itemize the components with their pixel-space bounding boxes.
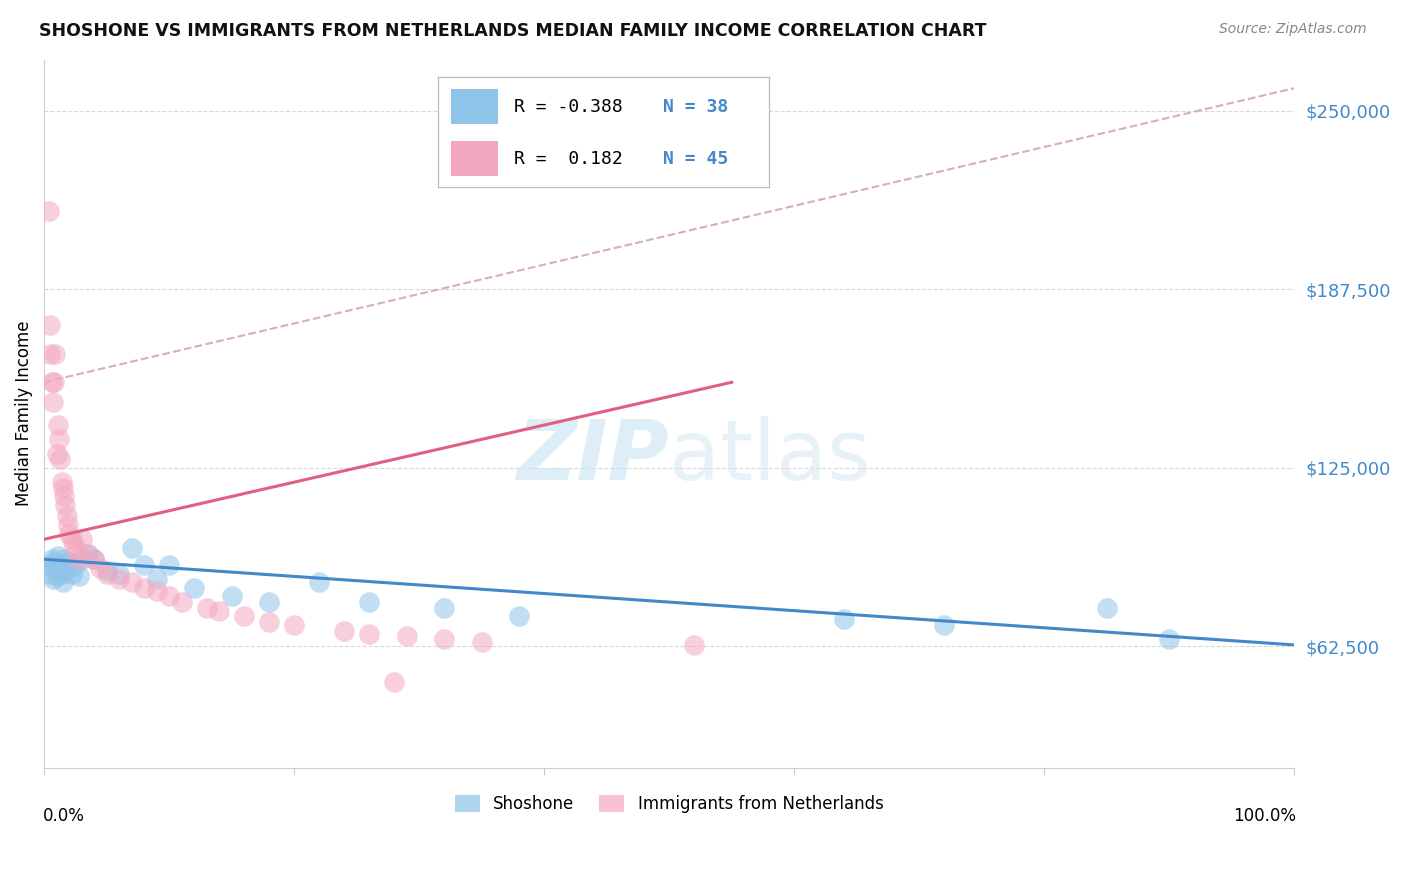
Point: [45, 569, 67, 583]
Point: [53, 490, 76, 504]
Point: [221, 590, 243, 604]
Legend: Shoshone, Immigrants from Netherlands: Shoshone, Immigrants from Netherlands: [449, 788, 890, 820]
Point: [433, 600, 456, 615]
Point: [49, 452, 72, 467]
Point: [170, 595, 193, 609]
Point: [508, 609, 530, 624]
Point: [63, 538, 86, 552]
Text: SHOSHONE VS IMMIGRANTS FROM NETHERLANDS MEDIAN FAMILY INCOME CORRELATION CHART: SHOSHONE VS IMMIGRANTS FROM NETHERLANDS …: [39, 22, 987, 40]
Point: [51, 566, 73, 581]
Text: ZIP: ZIP: [516, 416, 669, 497]
Point: [42, 555, 65, 569]
Point: [96, 566, 118, 581]
Y-axis label: Median Family Income: Median Family Income: [15, 321, 32, 507]
Point: [56, 518, 79, 533]
Point: [257, 595, 280, 609]
Point: [39, 347, 62, 361]
Point: [58, 561, 80, 575]
Point: [83, 552, 105, 566]
Point: [38, 558, 60, 572]
Point: [42, 572, 65, 586]
Point: [283, 618, 305, 632]
Text: Source: ZipAtlas.com: Source: ZipAtlas.com: [1219, 22, 1367, 37]
Point: [134, 558, 156, 572]
Point: [433, 632, 456, 647]
Point: [55, 555, 77, 569]
Point: [832, 612, 855, 626]
Point: [42, 376, 65, 390]
Point: [382, 675, 405, 690]
Point: [183, 581, 205, 595]
Point: [76, 547, 98, 561]
Point: [42, 395, 65, 409]
Point: [1095, 600, 1118, 615]
Point: [52, 481, 75, 495]
Point: [58, 526, 80, 541]
Point: [108, 572, 131, 586]
Point: [60, 566, 83, 581]
Point: [41, 376, 63, 390]
Point: [65, 558, 87, 572]
Point: [233, 609, 256, 624]
Point: [53, 552, 76, 566]
Point: [55, 509, 77, 524]
Point: [683, 638, 706, 652]
Point: [44, 561, 66, 575]
Point: [53, 498, 76, 512]
Point: [83, 552, 105, 566]
Point: [48, 433, 70, 447]
Point: [65, 543, 87, 558]
Point: [145, 583, 167, 598]
Point: [44, 347, 66, 361]
Point: [108, 566, 131, 581]
Point: [96, 564, 118, 578]
Point: [359, 626, 381, 640]
Point: [46, 418, 69, 433]
Point: [38, 203, 60, 218]
Point: [67, 552, 90, 566]
Point: [157, 590, 180, 604]
Point: [145, 572, 167, 586]
Point: [89, 561, 111, 575]
Point: [195, 600, 218, 615]
Text: 100.0%: 100.0%: [1233, 806, 1296, 824]
Point: [471, 635, 494, 649]
Point: [208, 604, 231, 618]
Point: [70, 533, 93, 547]
Point: [39, 566, 62, 581]
Point: [60, 533, 83, 547]
Point: [134, 581, 156, 595]
Point: [257, 615, 280, 629]
Text: atlas: atlas: [669, 416, 870, 497]
Point: [46, 549, 69, 564]
Point: [48, 564, 70, 578]
Point: [395, 629, 418, 643]
Point: [41, 552, 63, 566]
Point: [1159, 632, 1181, 647]
Point: [70, 552, 93, 566]
Point: [121, 575, 143, 590]
Text: 0.0%: 0.0%: [42, 806, 84, 824]
Point: [333, 624, 356, 638]
Point: [308, 575, 330, 590]
Point: [45, 447, 67, 461]
Point: [121, 541, 143, 555]
Point: [39, 318, 62, 333]
Point: [67, 569, 90, 583]
Point: [49, 558, 72, 572]
Point: [157, 558, 180, 572]
Point: [76, 547, 98, 561]
Point: [934, 618, 956, 632]
Point: [51, 475, 73, 490]
Point: [359, 595, 381, 609]
Point: [52, 575, 75, 590]
